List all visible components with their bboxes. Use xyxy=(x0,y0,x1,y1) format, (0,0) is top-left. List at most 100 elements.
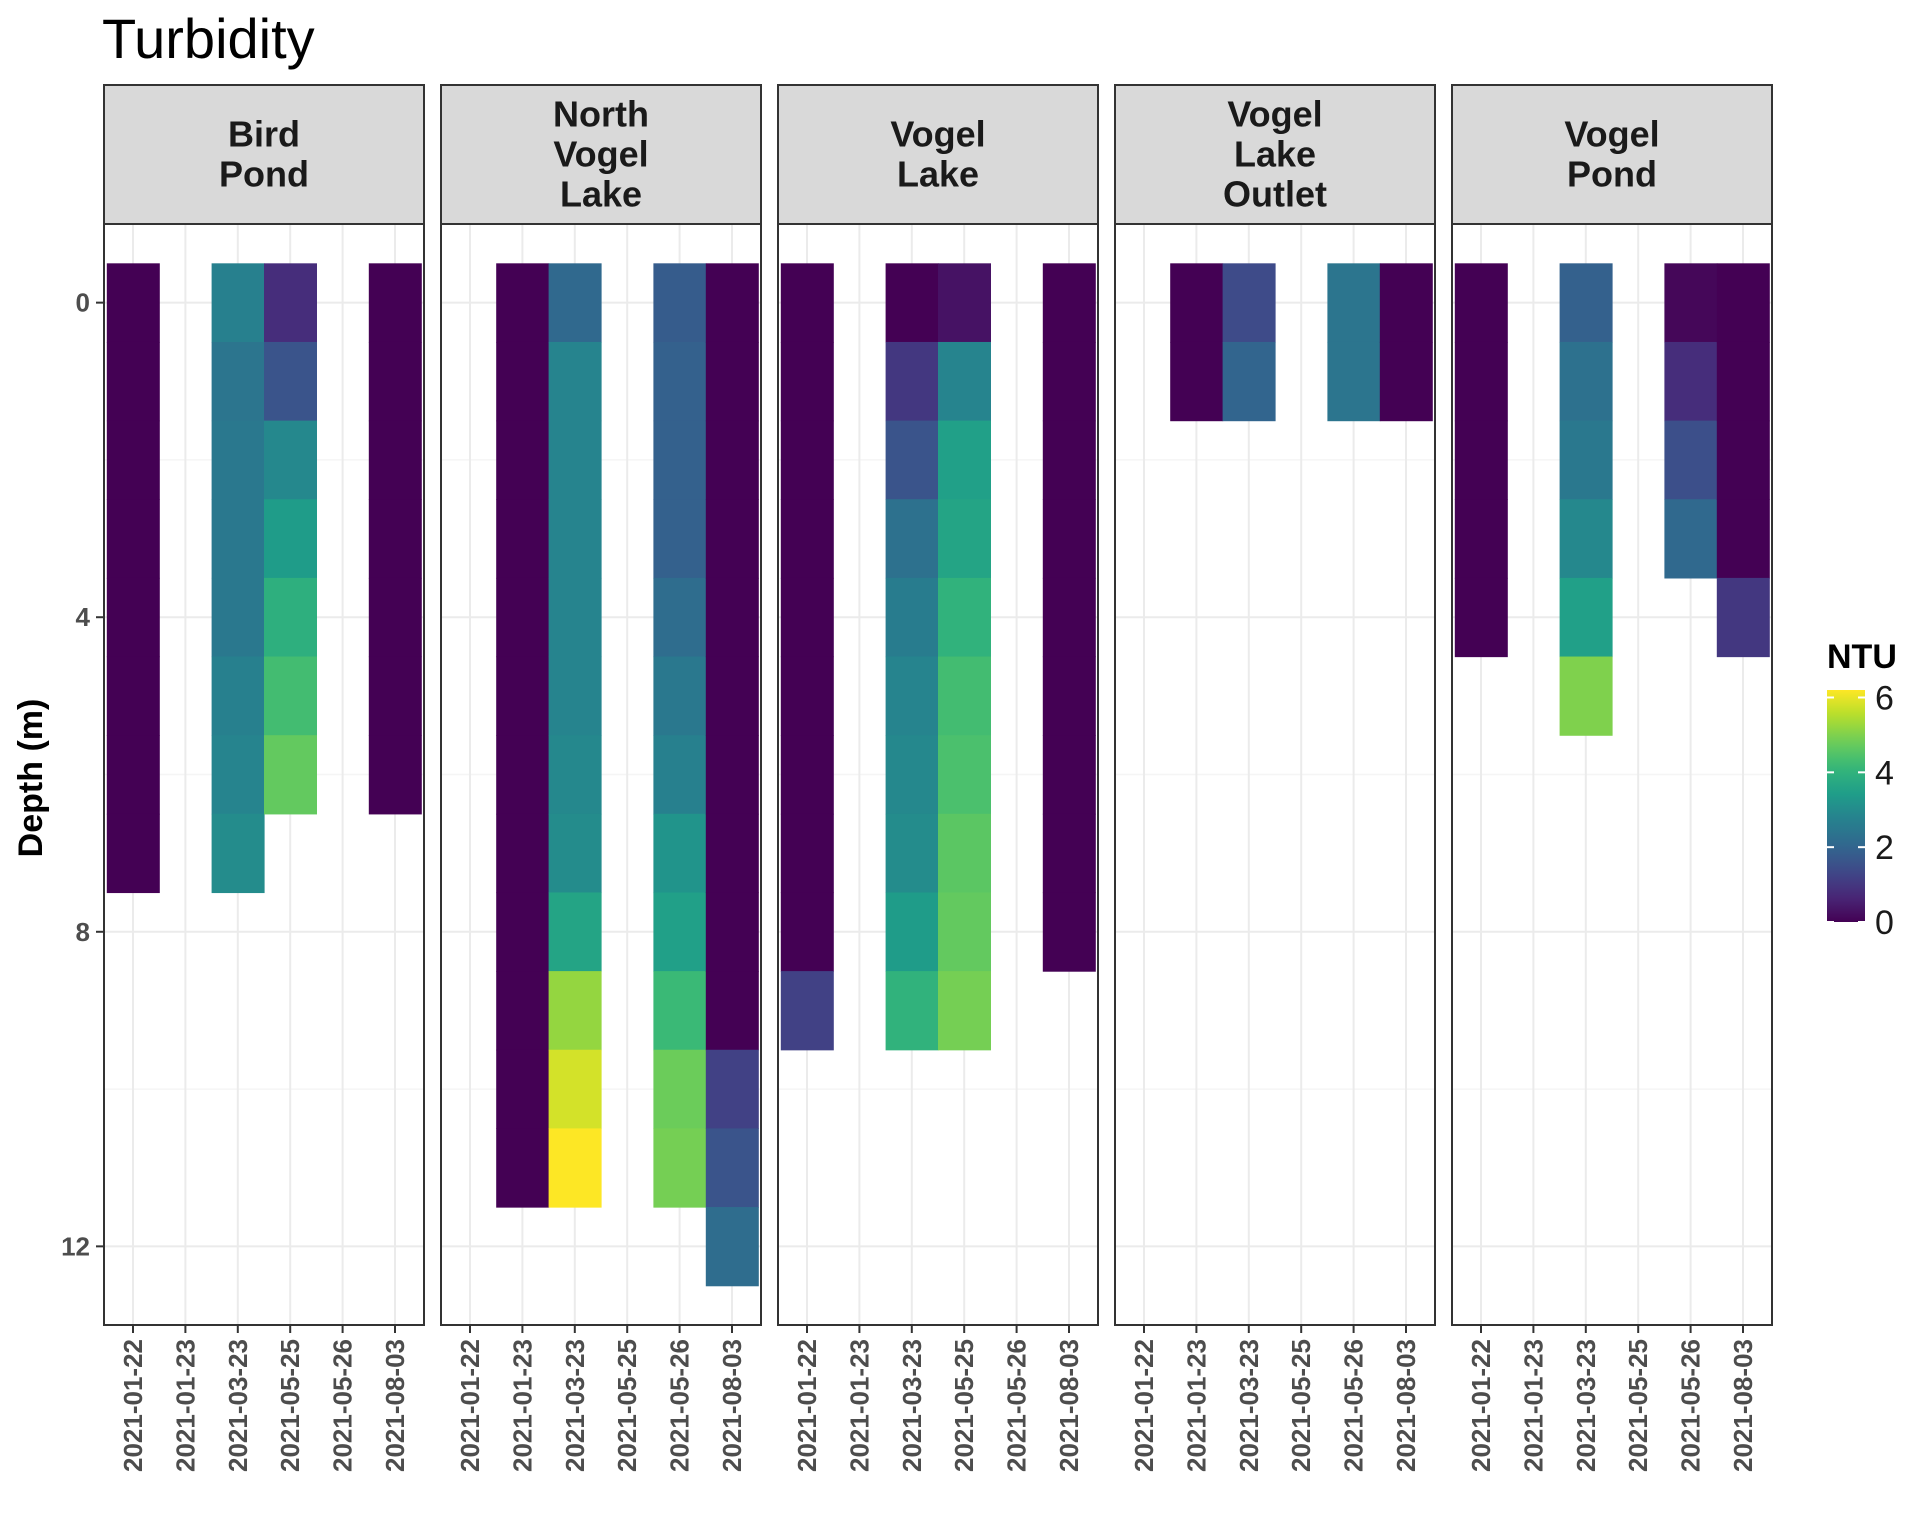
x-tick-label: 2021-08-03 xyxy=(380,1339,410,1472)
heatmap-tile xyxy=(548,1049,602,1129)
heatmap-tile xyxy=(1664,263,1718,343)
heatmap-tile xyxy=(496,1049,550,1129)
heatmap-tile xyxy=(653,499,707,579)
facet-strip-label: Vogel xyxy=(890,114,985,155)
x-tick-label: 2021-05-26 xyxy=(1676,1339,1706,1472)
heatmap-tile xyxy=(1042,341,1096,422)
heatmap-tile xyxy=(496,1128,550,1208)
x-tick-label: 2021-05-26 xyxy=(1002,1339,1032,1472)
heatmap-tile xyxy=(264,577,317,658)
x-tick-label: 2021-03-23 xyxy=(223,1339,253,1472)
heatmap-tile xyxy=(1042,499,1096,579)
heatmap-tile xyxy=(885,263,939,343)
heatmap-tile xyxy=(1379,341,1433,422)
heatmap-tile xyxy=(653,263,707,343)
heatmap-tile xyxy=(1042,813,1096,894)
facet-strip-label: Lake xyxy=(1234,134,1316,175)
heatmap-tile xyxy=(885,656,939,736)
heatmap-tile xyxy=(264,656,317,736)
heatmap-tile xyxy=(1559,420,1613,500)
heatmap-tile xyxy=(1716,577,1770,658)
heatmap-tile xyxy=(653,1049,707,1129)
heatmap-tile xyxy=(496,735,550,815)
heatmap-tile xyxy=(211,735,265,815)
heatmap-tile xyxy=(1170,263,1224,343)
legend-tick-label: 4 xyxy=(1875,754,1894,792)
heatmap-tile xyxy=(705,577,759,658)
legend-title: NTU xyxy=(1827,638,1897,676)
heatmap-tile xyxy=(1454,499,1508,579)
heatmap-tile xyxy=(653,735,707,815)
x-tick-label: 2021-08-03 xyxy=(1728,1339,1758,1472)
heatmap-tile xyxy=(780,499,834,579)
heatmap-tile xyxy=(264,499,317,579)
heatmap-tile xyxy=(1716,263,1770,343)
x-tick-label: 2021-01-23 xyxy=(1518,1339,1548,1472)
heatmap-tile xyxy=(211,263,265,343)
x-tick-label: 2021-01-22 xyxy=(1129,1339,1159,1472)
heatmap-tile xyxy=(368,735,422,815)
heatmap-tile xyxy=(106,735,160,815)
facet-strip-label: Pond xyxy=(1567,154,1657,195)
heatmap-tile xyxy=(548,813,602,894)
heatmap-tile xyxy=(705,735,759,815)
heatmap-tile xyxy=(1042,263,1096,343)
heatmap-tile xyxy=(653,892,707,972)
y-axis: 0 4 8 12 xyxy=(61,288,104,1261)
x-tick-label: 2021-08-03 xyxy=(1391,1339,1421,1472)
legend-tick-label: 2 xyxy=(1875,829,1894,867)
heatmap-tile xyxy=(1042,656,1096,736)
heatmap-tile xyxy=(368,499,422,579)
facet-strip-label: Lake xyxy=(897,154,979,195)
heatmap-tile xyxy=(705,656,759,736)
heatmap-tile xyxy=(496,499,550,579)
heatmap-tile xyxy=(211,341,265,422)
heatmap-tile xyxy=(938,892,991,972)
x-tick-label: 2021-01-22 xyxy=(455,1339,485,1472)
chart-title: Turbidity xyxy=(102,7,315,70)
heatmap-tile xyxy=(106,813,160,894)
heatmap-tile xyxy=(653,1128,707,1208)
heatmap-tile xyxy=(1454,263,1508,343)
heatmap-tile xyxy=(1716,341,1770,422)
heatmap-tile xyxy=(496,341,550,422)
heatmap-tile xyxy=(496,813,550,894)
heatmap-tile xyxy=(548,1128,602,1208)
heatmap-tile xyxy=(1559,263,1613,343)
y-tick-label: 8 xyxy=(76,917,90,947)
heatmap-tile xyxy=(1716,499,1770,579)
heatmap-tile xyxy=(780,263,834,343)
facet-strip-label: North xyxy=(553,94,649,135)
heatmap-tile xyxy=(496,263,550,343)
heatmap-tile xyxy=(1454,420,1508,500)
facet-strip xyxy=(1114,84,1436,225)
heatmap-tile xyxy=(780,971,834,1051)
heatmap-tile xyxy=(885,813,939,894)
heatmap-tile xyxy=(780,577,834,658)
heatmap-tile xyxy=(264,341,317,422)
heatmap-tile xyxy=(106,420,160,500)
x-tick-label: 2021-08-03 xyxy=(717,1339,747,1472)
heatmap-tile xyxy=(1042,735,1096,815)
x-tick-label: 2021-01-22 xyxy=(118,1339,148,1472)
x-tick-label: 2021-05-26 xyxy=(665,1339,695,1472)
heatmap-tile xyxy=(653,420,707,500)
heatmap-tile xyxy=(938,341,991,422)
heatmap-tile xyxy=(368,656,422,736)
facet-strip-label: Pond xyxy=(219,154,309,195)
heatmap-tile xyxy=(705,1049,759,1129)
heatmap-tile xyxy=(368,263,422,343)
heatmap-tile xyxy=(1042,420,1096,500)
heatmap-tile xyxy=(548,735,602,815)
heatmap-tile xyxy=(653,813,707,894)
heatmap-tile xyxy=(705,1207,759,1287)
heatmap-tile xyxy=(780,341,834,422)
heatmap-tile xyxy=(1559,341,1613,422)
heatmap-tile xyxy=(548,577,602,658)
heatmap-tile xyxy=(1042,577,1096,658)
heatmap-tile xyxy=(106,577,160,658)
heatmap-tile xyxy=(938,813,991,894)
heatmap-tile xyxy=(885,341,939,422)
